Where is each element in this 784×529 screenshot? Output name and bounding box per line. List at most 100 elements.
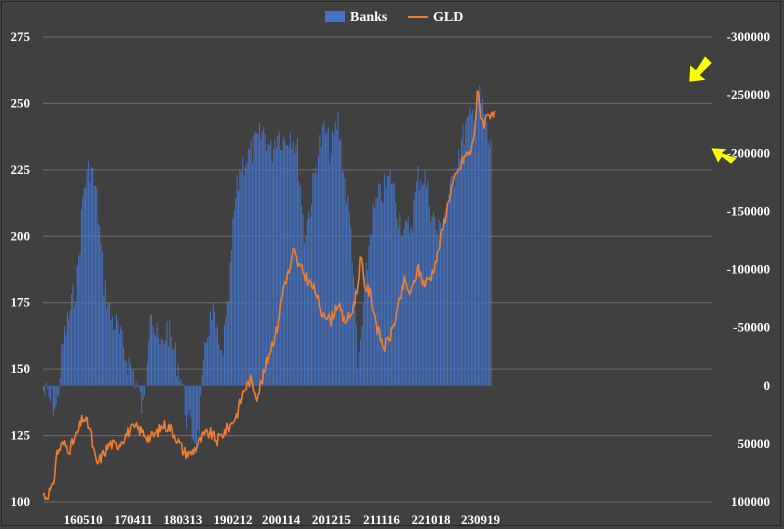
banks-bar bbox=[216, 325, 218, 386]
legend-swatch-banks bbox=[325, 11, 345, 22]
banks-bar bbox=[211, 319, 213, 386]
banks-bar bbox=[232, 218, 234, 386]
banks-bar bbox=[122, 346, 124, 386]
banks-bar bbox=[115, 314, 117, 386]
banks-bar bbox=[108, 302, 110, 386]
banks-bar bbox=[365, 262, 367, 386]
banks-bar bbox=[240, 172, 242, 386]
banks-bar bbox=[281, 150, 283, 386]
banks-bar bbox=[392, 183, 394, 386]
banks-bar bbox=[424, 170, 426, 386]
banks-bar bbox=[253, 134, 255, 386]
banks-bar bbox=[354, 287, 356, 386]
banks-bar bbox=[261, 131, 263, 386]
banks-bar bbox=[353, 276, 355, 386]
banks-bar bbox=[257, 134, 259, 386]
banks-bar bbox=[295, 145, 297, 386]
banks-bar bbox=[275, 147, 277, 386]
banks-bar bbox=[99, 226, 101, 386]
banks-bar bbox=[167, 346, 169, 386]
banks-bar bbox=[57, 385, 59, 396]
banks-bar bbox=[319, 134, 321, 386]
banks-bar bbox=[59, 378, 61, 386]
banks-bar bbox=[369, 234, 371, 386]
banks-bar bbox=[490, 139, 492, 386]
banks-bar bbox=[403, 229, 405, 386]
banks-bar bbox=[117, 321, 119, 386]
left-tick-label: 175 bbox=[11, 295, 31, 310]
banks-bar bbox=[326, 132, 328, 386]
banks-bar bbox=[113, 330, 115, 386]
banks-bar bbox=[69, 310, 71, 386]
banks-bar bbox=[418, 190, 420, 386]
banks-bar bbox=[340, 138, 342, 386]
banks-bar bbox=[132, 370, 134, 386]
banks-bar bbox=[155, 335, 157, 386]
banks-bar bbox=[263, 126, 265, 386]
legend: Banks GLD bbox=[325, 10, 463, 25]
banks-bar bbox=[379, 183, 381, 386]
banks-bar bbox=[346, 204, 348, 386]
banks-bar bbox=[82, 197, 84, 386]
banks-bar bbox=[76, 265, 78, 386]
banks-bar bbox=[111, 315, 113, 386]
banks-bar bbox=[447, 205, 449, 386]
banks-bar bbox=[51, 385, 53, 389]
banks-bar bbox=[252, 162, 254, 386]
banks-bar bbox=[190, 385, 192, 418]
banks-bar bbox=[179, 382, 181, 386]
banks-bar bbox=[372, 203, 374, 386]
banks-bar bbox=[45, 382, 47, 386]
banks-bar bbox=[477, 96, 479, 386]
banks-bar bbox=[134, 385, 136, 389]
banks-bar bbox=[355, 324, 357, 386]
banks-bar bbox=[79, 253, 81, 386]
banks-bar bbox=[386, 176, 388, 386]
banks-bar bbox=[71, 294, 73, 386]
left-axis-ticks: 100 125 150 175 200 225 250 275 bbox=[11, 29, 31, 509]
right-tick-label: -200000 bbox=[727, 145, 770, 160]
banks-bar bbox=[313, 173, 315, 386]
x-tick-label: 201215 bbox=[312, 512, 352, 527]
banks-bar bbox=[382, 202, 384, 386]
banks-bar bbox=[479, 85, 481, 386]
banks-bar bbox=[97, 223, 99, 386]
banks-bar bbox=[170, 336, 172, 386]
banks-bar bbox=[434, 217, 436, 386]
banks-bar bbox=[103, 295, 105, 386]
banks-bar bbox=[47, 385, 49, 389]
banks-bars bbox=[43, 85, 492, 454]
banks-bar bbox=[449, 179, 451, 386]
banks-bar bbox=[431, 216, 433, 386]
right-tick-label: 0 bbox=[764, 378, 771, 393]
banks-bar bbox=[100, 243, 102, 386]
banks-bar bbox=[256, 132, 258, 386]
banks-bar bbox=[249, 150, 251, 386]
banks-bar bbox=[277, 136, 279, 386]
banks-bar bbox=[94, 185, 96, 386]
banks-bar bbox=[411, 231, 413, 386]
banks-bar bbox=[124, 359, 126, 386]
banks-bar bbox=[187, 385, 189, 415]
banks-bar bbox=[438, 219, 440, 386]
banks-bar bbox=[462, 123, 464, 386]
right-tick-label: -250000 bbox=[727, 87, 770, 102]
banks-bar bbox=[204, 341, 206, 386]
banks-bar bbox=[166, 321, 168, 386]
banks-bar bbox=[230, 250, 232, 386]
banks-bar bbox=[233, 209, 235, 386]
banks-bar bbox=[264, 134, 266, 386]
banks-bar bbox=[148, 341, 150, 386]
banks-bar bbox=[243, 175, 245, 386]
banks-bar bbox=[254, 131, 256, 386]
banks-bar bbox=[159, 344, 161, 386]
banks-bar bbox=[390, 184, 392, 386]
banks-bar bbox=[90, 167, 92, 386]
banks-bar bbox=[173, 348, 175, 386]
banks-bar bbox=[246, 162, 248, 386]
banks-bar bbox=[237, 189, 239, 386]
banks-bar bbox=[416, 181, 418, 386]
banks-bar bbox=[289, 132, 291, 386]
banks-bar bbox=[336, 129, 338, 386]
